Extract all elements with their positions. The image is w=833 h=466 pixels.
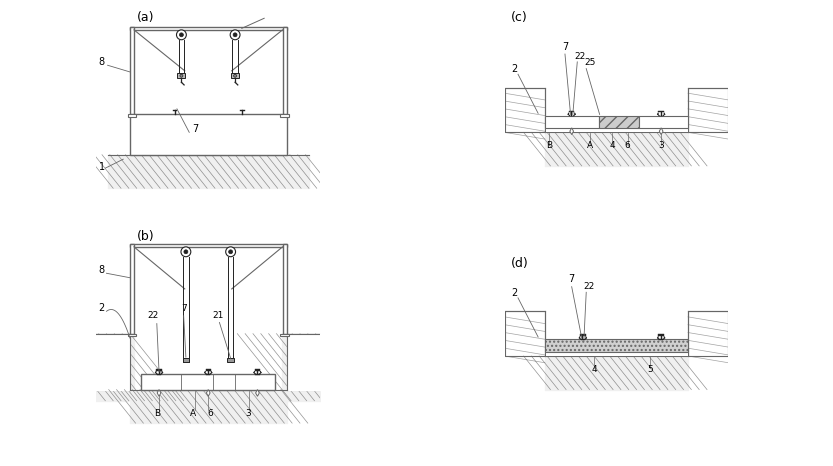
Bar xyxy=(571,112,572,116)
Polygon shape xyxy=(207,390,210,396)
Bar xyxy=(569,111,575,112)
Text: (b): (b) xyxy=(137,230,154,243)
Bar xyxy=(232,73,239,78)
Bar xyxy=(580,335,586,336)
Text: 2: 2 xyxy=(511,64,517,74)
Text: 1: 1 xyxy=(98,162,105,172)
Text: 21: 21 xyxy=(212,311,224,320)
Text: 7: 7 xyxy=(561,41,568,52)
Bar xyxy=(545,351,688,356)
Circle shape xyxy=(226,247,236,257)
Circle shape xyxy=(228,250,232,254)
Circle shape xyxy=(177,30,187,40)
Bar xyxy=(545,128,688,132)
Text: 5: 5 xyxy=(647,365,653,374)
Bar xyxy=(157,374,162,375)
Bar xyxy=(255,369,260,370)
Bar xyxy=(127,115,137,117)
Bar xyxy=(639,116,688,128)
Text: 3: 3 xyxy=(658,141,664,150)
Text: 4: 4 xyxy=(591,365,597,374)
Polygon shape xyxy=(659,128,663,135)
Text: 3: 3 xyxy=(246,410,252,418)
Text: 22: 22 xyxy=(574,52,585,61)
Text: (c): (c) xyxy=(511,11,528,23)
Bar xyxy=(688,88,728,132)
Text: 7: 7 xyxy=(192,124,199,134)
Text: 2: 2 xyxy=(98,303,105,313)
Bar xyxy=(255,374,260,375)
Bar xyxy=(177,73,185,78)
Text: (a): (a) xyxy=(137,11,154,23)
Circle shape xyxy=(180,74,183,77)
Circle shape xyxy=(179,33,183,37)
Bar xyxy=(182,357,189,362)
Bar xyxy=(282,244,287,334)
Text: 2: 2 xyxy=(511,288,517,298)
Circle shape xyxy=(233,33,237,37)
Text: 8: 8 xyxy=(98,265,105,275)
Text: (d): (d) xyxy=(511,257,529,269)
Bar xyxy=(545,339,688,351)
Circle shape xyxy=(181,247,191,257)
Text: A: A xyxy=(190,410,196,418)
Bar xyxy=(97,334,130,390)
Circle shape xyxy=(184,250,188,254)
Text: 25: 25 xyxy=(584,58,596,67)
Bar xyxy=(280,115,289,117)
Bar xyxy=(505,311,545,356)
Text: 8: 8 xyxy=(98,57,105,67)
Circle shape xyxy=(230,30,240,40)
Bar xyxy=(581,339,585,340)
Bar xyxy=(659,339,663,340)
Bar xyxy=(658,335,664,336)
Text: 22: 22 xyxy=(583,282,594,291)
Bar xyxy=(582,336,583,339)
Text: 7: 7 xyxy=(569,274,575,284)
Text: 7: 7 xyxy=(182,304,187,313)
Bar xyxy=(658,111,664,112)
Bar xyxy=(141,374,276,390)
Bar xyxy=(227,357,234,362)
Bar xyxy=(206,369,211,370)
Bar xyxy=(282,27,287,115)
Bar xyxy=(127,334,137,336)
Bar xyxy=(206,374,211,375)
Text: 4: 4 xyxy=(609,141,615,150)
Bar xyxy=(130,115,287,155)
Polygon shape xyxy=(157,390,161,396)
Polygon shape xyxy=(256,390,259,396)
Bar xyxy=(130,27,134,115)
Polygon shape xyxy=(570,128,574,135)
Bar xyxy=(545,116,599,128)
Text: 22: 22 xyxy=(147,311,159,320)
Bar xyxy=(157,369,162,370)
Bar xyxy=(207,370,209,374)
Bar xyxy=(688,311,728,356)
Text: 6: 6 xyxy=(625,141,631,150)
Bar xyxy=(158,370,160,374)
Bar xyxy=(130,244,134,334)
Bar xyxy=(257,370,258,374)
Bar xyxy=(280,334,289,336)
Bar xyxy=(505,88,545,132)
Text: B: B xyxy=(154,410,160,418)
Circle shape xyxy=(233,74,237,77)
Text: B: B xyxy=(546,141,552,150)
Bar xyxy=(130,244,287,247)
Text: 6: 6 xyxy=(207,410,213,418)
Text: A: A xyxy=(586,141,592,150)
Bar xyxy=(599,116,639,128)
Bar xyxy=(287,334,320,390)
Bar xyxy=(130,27,287,30)
